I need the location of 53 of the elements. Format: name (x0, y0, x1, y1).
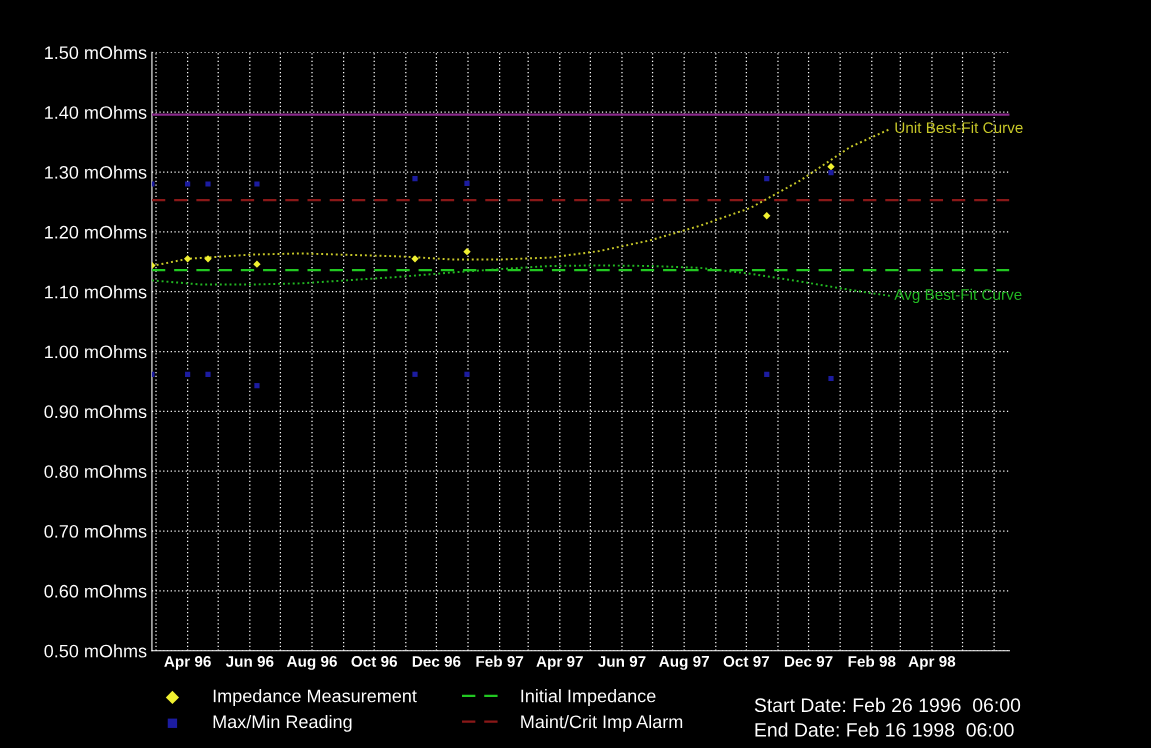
x-tick-label: Apr 98 (908, 656, 956, 670)
x-tick-label: Dec 97 (784, 656, 833, 667)
point (463, 247, 471, 256)
y-tick-label: 0.80 mOhms (44, 464, 147, 478)
legend-label: Maint/Crit Imp Alarm (521, 714, 683, 732)
point (763, 212, 771, 220)
point (412, 371, 418, 377)
point (151, 181, 155, 187)
point (412, 176, 418, 182)
y-tick-label: 1.40 mOhms (45, 105, 147, 119)
x-tick-label: Jun 97 (598, 656, 646, 667)
x-tick-label: Feb 97 (476, 655, 524, 667)
point (464, 371, 470, 377)
point (205, 181, 211, 187)
x-tick-label: Aug 96 (286, 655, 337, 670)
point (764, 371, 770, 377)
series-label: Avg Best-Fit Curve (894, 288, 1022, 304)
point (183, 255, 192, 263)
point (764, 176, 770, 182)
x-tick-label: Apr 97 (536, 656, 583, 670)
legend-label: Impedance Measurement (213, 689, 417, 706)
point (254, 383, 260, 389)
y-tick-label: 0.50 mOhms (44, 644, 147, 658)
point (254, 181, 260, 187)
y-tick-label: 1.10 mOhms (45, 285, 147, 299)
point (828, 170, 834, 176)
y-tick-label: 1.50 mOhms (45, 45, 147, 60)
x-tick-label: Apr 96 (164, 656, 211, 670)
point (464, 180, 470, 187)
x-tick-label: Oct 97 (723, 656, 770, 667)
y-tick-label: 1.30 mOhms (45, 165, 147, 179)
point (827, 162, 835, 171)
x-tick-label: Feb 98 (848, 655, 896, 667)
text: End Date: Feb 16 1998 06:00 (755, 722, 1014, 737)
x-tick-label: Dec 96 (412, 656, 461, 667)
y-tick-label: 0.60 mOhms (44, 584, 147, 598)
x-tick-label: Oct 96 (351, 656, 398, 667)
point (185, 181, 191, 187)
point (828, 375, 834, 382)
text: Start Date: Feb 26 1996 06:00 (754, 697, 1021, 713)
y-tick-label: 0.90 mOhms (44, 404, 147, 419)
legend-label: Initial Impedance (521, 689, 656, 706)
x-tick-label: Jun 96 (225, 656, 274, 667)
point (205, 371, 211, 377)
point (185, 371, 191, 377)
y-tick-label: 1.00 mOhms (45, 345, 147, 359)
y-tick-label: 0.70 mOhms (44, 524, 147, 538)
point (151, 371, 155, 377)
series-label: Unit Best-Fit Curve (895, 121, 1023, 134)
x-tick-label: Aug 97 (659, 655, 709, 670)
legend-label: Max/Min Reading (213, 714, 352, 732)
line-series (151, 264, 892, 297)
y-tick-label: 1.20 mOhms (45, 225, 147, 239)
